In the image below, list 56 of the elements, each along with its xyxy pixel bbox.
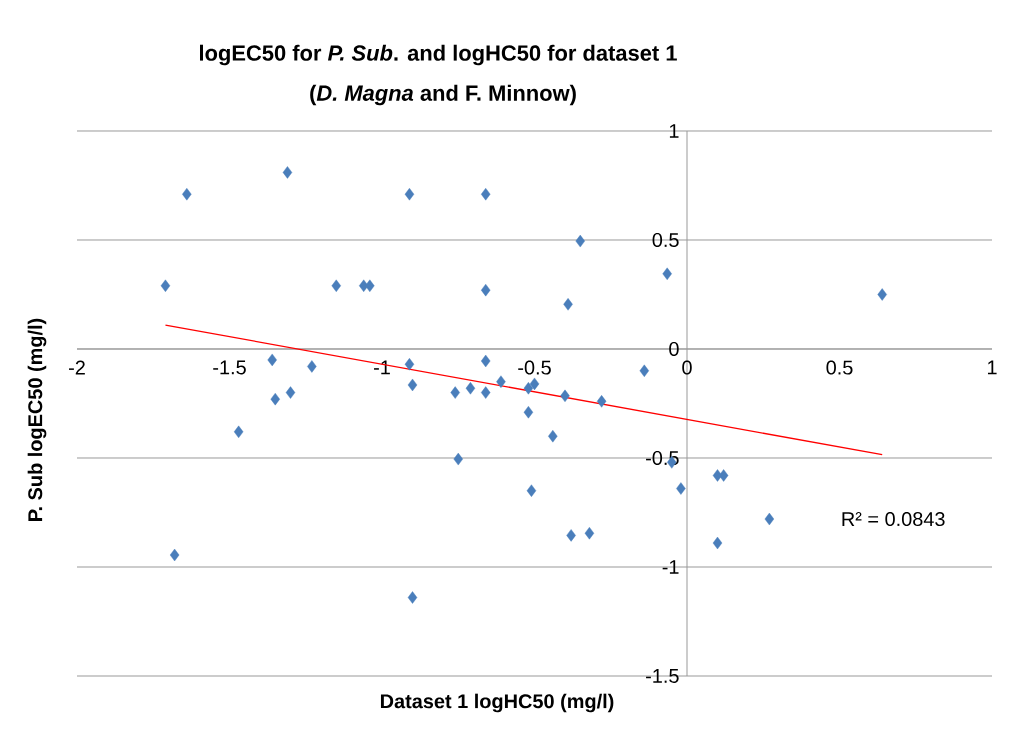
point [526,484,537,497]
x-tick-label: 1 [987,360,997,375]
chart-subtitle: (D. Magna and F. Minnow) [310,84,576,106]
point [712,536,723,550]
point [282,166,293,179]
point [307,360,317,373]
point [182,188,192,201]
x-tick-label: 0 [682,360,692,375]
x-tick-label: 0.5 [826,360,853,375]
point [496,375,506,388]
x-tick-label: -0.5 [518,360,551,375]
point [481,188,491,201]
point [481,386,491,399]
point [404,358,415,371]
point [407,591,418,604]
point [764,512,775,526]
point [563,298,573,311]
point [548,430,558,443]
x-tick-label: -1.5 [213,360,246,375]
x-axis-title: Dataset 1 logHC50 (mg/l) [380,693,614,713]
point [270,392,280,406]
y-axis-title: P. Sub logEC50 (mg/l) [27,318,47,521]
point [233,425,244,439]
point [676,482,686,495]
point [169,548,180,562]
point [560,389,570,403]
point [481,283,491,297]
point [404,188,415,201]
point [639,364,649,377]
point [575,234,585,248]
chart-title: logEC50 for P. Sub. and logHC50 for dataset 1 [200,44,677,66]
point [662,267,672,280]
point [331,279,341,292]
y-tick-label: -1 [662,560,679,574]
point [285,386,296,399]
point [566,529,576,542]
point [450,386,460,399]
y-tick-label: 0.5 [652,232,679,248]
point [160,279,171,292]
point [523,382,534,395]
point [465,382,476,395]
point [596,395,607,408]
y-tick-label: 1 [669,124,679,138]
x-tick-label: -2 [69,360,85,375]
point [267,353,277,367]
point [453,452,463,466]
y-tick-label: 0 [669,341,679,357]
point [407,378,418,392]
y-tick-label: -1.5 [646,669,679,683]
point [365,279,375,292]
point [584,527,595,540]
point [529,377,540,391]
annotation: R² = 0.0843 [842,511,945,527]
point [481,354,491,368]
point [877,288,887,301]
point [523,406,534,419]
